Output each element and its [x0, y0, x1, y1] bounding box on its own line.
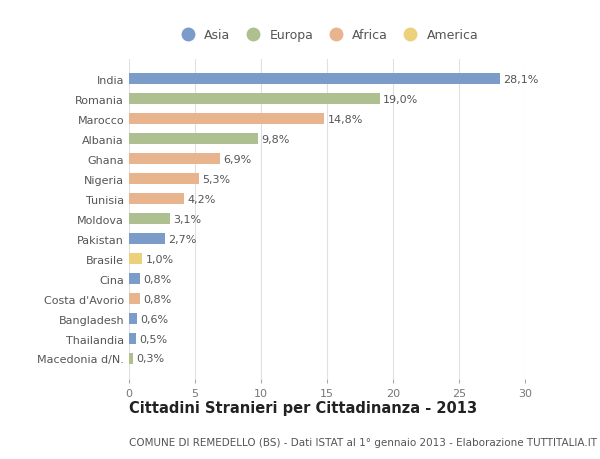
Bar	[129, 174, 199, 185]
Text: 6,9%: 6,9%	[223, 154, 251, 164]
Bar	[129, 114, 325, 125]
Text: 9,8%: 9,8%	[262, 134, 290, 145]
Text: COMUNE DI REMEDELLO (BS) - Dati ISTAT al 1° gennaio 2013 - Elaborazione TUTTITAL: COMUNE DI REMEDELLO (BS) - Dati ISTAT al…	[129, 437, 597, 448]
Legend: Asia, Europa, Africa, America: Asia, Europa, Africa, America	[170, 24, 484, 47]
Text: 0,3%: 0,3%	[136, 354, 164, 364]
Text: 0,5%: 0,5%	[139, 334, 167, 344]
Bar	[129, 234, 164, 245]
Text: 2,7%: 2,7%	[168, 234, 196, 244]
Bar	[129, 154, 220, 165]
Bar	[129, 74, 500, 85]
Text: 28,1%: 28,1%	[503, 75, 539, 84]
Text: 0,6%: 0,6%	[140, 314, 169, 324]
Bar	[129, 313, 137, 325]
Text: 5,3%: 5,3%	[202, 174, 230, 185]
Bar	[129, 134, 259, 145]
Text: 4,2%: 4,2%	[188, 194, 216, 204]
Text: 19,0%: 19,0%	[383, 95, 418, 105]
Bar	[129, 293, 140, 304]
Text: 0,8%: 0,8%	[143, 294, 171, 304]
Text: 0,8%: 0,8%	[143, 274, 171, 284]
Bar	[129, 94, 380, 105]
Bar	[129, 353, 133, 364]
Text: 14,8%: 14,8%	[328, 115, 363, 124]
Bar	[129, 274, 140, 285]
Bar	[129, 194, 184, 205]
Bar	[129, 214, 170, 224]
Text: 3,1%: 3,1%	[173, 214, 202, 224]
Text: 1,0%: 1,0%	[146, 254, 173, 264]
Text: Cittadini Stranieri per Cittadinanza - 2013: Cittadini Stranieri per Cittadinanza - 2…	[129, 400, 477, 415]
Bar	[129, 333, 136, 344]
Bar	[129, 253, 142, 264]
